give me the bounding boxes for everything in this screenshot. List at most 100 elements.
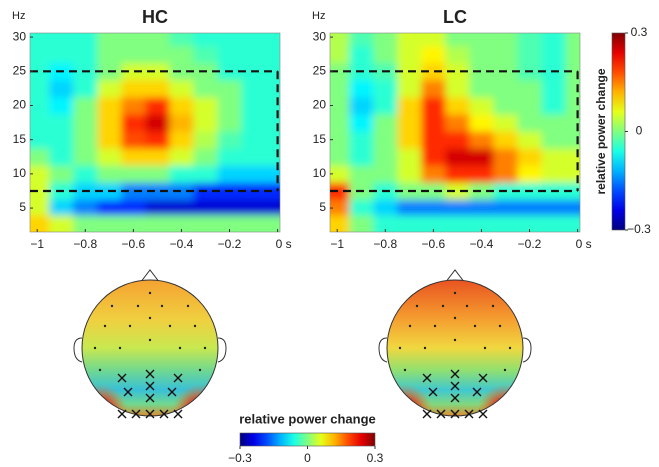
heatmap-cell xyxy=(73,214,98,232)
heatmap-cell xyxy=(121,114,146,132)
y-tick-label: 15 xyxy=(313,132,327,146)
x-tick-label: 0 s xyxy=(576,237,592,251)
colorbar xyxy=(239,432,376,447)
electrode-cross xyxy=(464,409,474,419)
heatmap-cell xyxy=(30,148,50,166)
electrode xyxy=(93,346,97,350)
heatmap-cell xyxy=(541,131,567,149)
heatmap-cell xyxy=(421,79,446,98)
heatmap-cell xyxy=(421,199,446,216)
heatmap-cell xyxy=(565,148,580,166)
heatmap-cell xyxy=(330,114,350,132)
electrode xyxy=(203,346,207,350)
heatmap-cell xyxy=(145,79,170,98)
heatmap-cell xyxy=(397,214,422,232)
heatmap-cell xyxy=(349,148,374,166)
electrode xyxy=(148,316,152,320)
electrode xyxy=(415,304,419,308)
electrode xyxy=(408,324,412,328)
y-tick-label: 30 xyxy=(13,29,27,43)
heatmap-cell xyxy=(193,131,218,149)
electrode xyxy=(503,368,507,372)
heatmap-cell xyxy=(517,79,543,98)
heatmap-cell xyxy=(517,199,543,216)
electrode xyxy=(168,324,172,328)
colorbar-label: relative power change xyxy=(594,68,608,194)
heatmap-cell xyxy=(73,96,98,115)
electrode-cross xyxy=(117,373,127,383)
heatmap-cell xyxy=(73,33,98,47)
heatmap-cell xyxy=(97,214,122,232)
heatmap-cell xyxy=(349,165,374,183)
heatmap-cell xyxy=(169,165,194,183)
heatmap-cell xyxy=(565,33,580,47)
heatmap-cell xyxy=(241,33,267,47)
heatmap-cell xyxy=(49,148,74,166)
electrode-cross xyxy=(478,409,488,419)
electrode-cross xyxy=(422,409,432,419)
heatmap-cell xyxy=(469,214,494,232)
heatmap-cell xyxy=(97,96,122,115)
heatmap-cell xyxy=(241,45,267,64)
heatmap-cell xyxy=(97,165,122,183)
heatmap-cell xyxy=(373,131,398,149)
heatmap-cell xyxy=(265,214,280,232)
heatmap-cell xyxy=(145,45,170,64)
heatmap-cell xyxy=(541,199,567,216)
heatmap-cell xyxy=(49,131,74,149)
heatmap-cell xyxy=(193,165,218,183)
heatmap-cell xyxy=(241,148,267,166)
electrode-cross xyxy=(117,409,127,419)
heatmap-cell xyxy=(493,165,518,183)
heatmap-cell xyxy=(445,79,470,98)
heatmap-cell xyxy=(397,33,422,47)
y-tick-label: 30 xyxy=(313,29,327,43)
heatmap-cell xyxy=(493,148,518,166)
electrode xyxy=(128,324,132,328)
heatmap-cell xyxy=(445,45,470,64)
x-tick-label: −0.8 xyxy=(373,237,397,251)
heatmap-cell xyxy=(373,79,398,98)
heatmap-cell xyxy=(265,96,280,115)
heatmap-cell xyxy=(169,214,194,232)
heatmap-cell xyxy=(349,96,374,115)
heatmap-cell xyxy=(241,214,267,232)
heatmap-cell xyxy=(217,214,243,232)
heatmap-cell xyxy=(169,114,194,132)
heatmap-cell xyxy=(397,79,422,98)
electrode-cross xyxy=(450,393,460,403)
colorbar-tick-label: −0.3 xyxy=(627,222,651,236)
heatmap-cell xyxy=(445,165,470,183)
electrode xyxy=(398,346,402,350)
electrode-cross xyxy=(450,369,460,379)
colorbar-tick-label: 0.3 xyxy=(367,451,384,465)
heatmap-cell xyxy=(330,131,350,149)
heatmap-cell xyxy=(565,131,580,149)
electrode xyxy=(98,368,102,372)
heatmap-cell xyxy=(330,79,350,98)
y-tick-label: 5 xyxy=(19,200,26,214)
heatmap-cell xyxy=(421,33,446,47)
heatmap-cell xyxy=(517,45,543,64)
electrode-cross xyxy=(145,369,155,379)
heatmap-cell xyxy=(493,45,518,64)
heatmap-cell xyxy=(49,165,74,183)
heatmap-cell xyxy=(565,45,580,64)
heatmap-cell xyxy=(169,131,194,149)
heatmap-cell xyxy=(493,114,518,132)
chart-title: HC xyxy=(142,7,168,27)
heatmap-cell xyxy=(121,199,146,216)
heatmap-cell xyxy=(397,165,422,183)
heatmap-cell xyxy=(49,79,74,98)
heatmap-cell xyxy=(145,62,170,81)
heatmap-cell xyxy=(349,214,374,232)
electrode xyxy=(110,304,114,308)
heatmap-cell xyxy=(541,148,567,166)
electrode xyxy=(498,324,502,328)
heatmap-cell xyxy=(541,165,567,183)
heatmap xyxy=(30,33,280,232)
x-tick-label: −0.2 xyxy=(218,237,242,251)
x-tick-label: −0.8 xyxy=(73,237,97,251)
electrode xyxy=(453,338,457,342)
